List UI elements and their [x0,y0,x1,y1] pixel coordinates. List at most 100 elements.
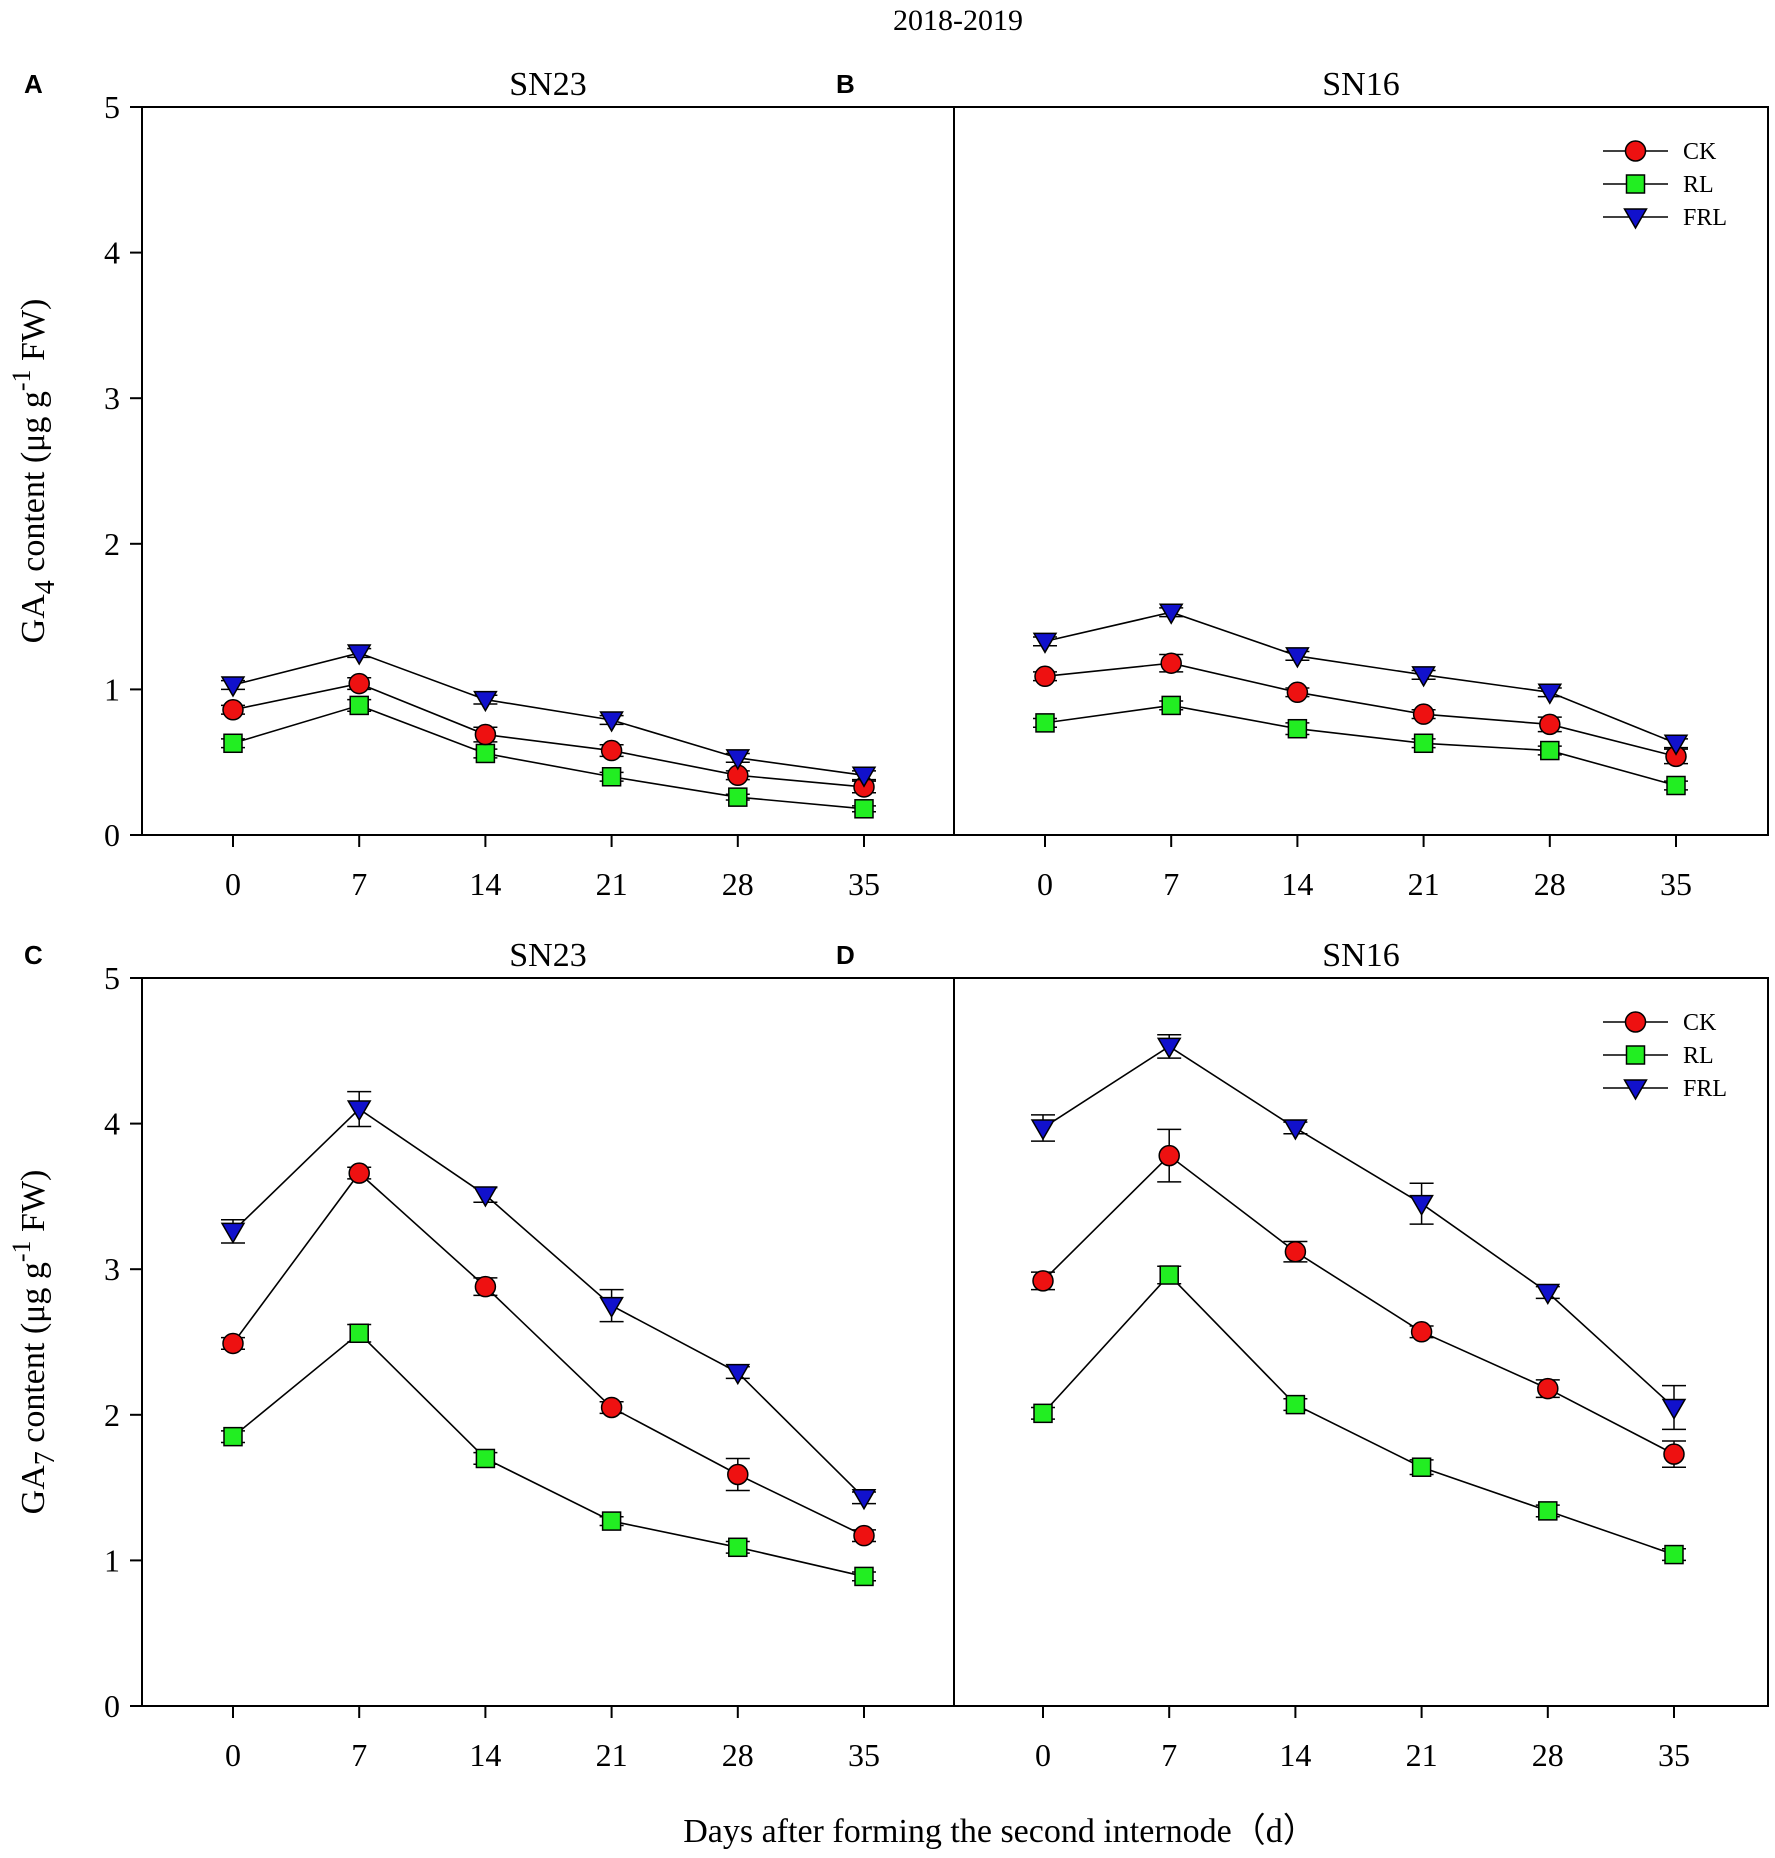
data-point-ck [1537,1377,1559,1400]
x-tick-label: 28 [1534,866,1566,902]
panel-letter: B [836,69,855,99]
data-point-rl [1287,718,1308,739]
data-point-ck [222,1332,244,1355]
x-tick-label: 21 [596,1737,628,1773]
y-label-sup: -1 [7,369,36,391]
legend-label: RL [1683,172,1714,198]
series-frl [220,1090,877,1511]
series-ck [1031,1128,1686,1468]
series-line [1044,611,1677,745]
x-tick-label: 0 [1037,866,1053,902]
data-point-frl [473,690,498,713]
data-point-rl [223,1426,243,1447]
panel-letter: C [24,940,43,970]
y-label-part: GA [15,594,52,644]
legend-label: FRL [1683,205,1727,231]
data-point-rl [349,1323,369,1344]
data-point-rl [475,1448,496,1469]
y-tick-label: 0 [104,817,120,853]
data-point-frl [1663,734,1689,756]
panel-letter: A [24,69,43,99]
data-point-ck [1032,1270,1054,1292]
data-point-rl [1664,1544,1684,1565]
data-point-rl [1413,733,1434,754]
series-line [1044,662,1677,758]
data-point-rl [1161,695,1181,716]
legend-marker-ck [1624,140,1647,162]
series-line [232,1171,865,1537]
series-ck [221,672,876,798]
data-point-rl [1033,1403,1053,1424]
x-tick-label: 7 [1163,866,1179,902]
data-point-frl [851,766,877,788]
y-tick-label: 5 [104,89,120,125]
plot-frame [953,977,1769,1707]
y-label-sup: -1 [7,1240,36,1262]
data-point-rl [601,767,622,787]
data-point-rl [728,1537,748,1558]
x-tick-label: 7 [1161,1737,1177,1773]
data-point-frl [1030,1119,1056,1141]
y-label-sub: 7 [30,1451,61,1465]
y-tick-label: 1 [104,1542,120,1578]
series-frl [1032,603,1689,756]
data-point-ck [474,1275,497,1298]
x-tick-label: 14 [469,1737,501,1773]
x-tick-label: 35 [848,866,880,902]
data-point-ck [853,1524,875,1547]
data-point-frl [473,1186,498,1208]
figure-title: 2018-2019 [893,4,1023,37]
x-tick-label: 21 [596,866,628,902]
series-rl [1031,1265,1686,1565]
x-tick-label: 21 [1408,866,1440,902]
data-point-ck [600,1396,623,1419]
series-frl [1030,1034,1687,1431]
data-point-rl [1035,713,1055,733]
data-point-frl [1285,647,1310,669]
y-tick-label: 2 [104,526,120,562]
data-point-rl [1159,1265,1179,1285]
data-point-rl [1666,775,1686,796]
data-point-ck [1286,681,1309,704]
data-point-frl [1032,632,1058,654]
legend-marker-rl [1625,174,1646,194]
legend-marker-ck [1624,1011,1647,1033]
x-tick-label: 0 [225,866,241,902]
y-label-part: content (μg g [15,1262,52,1451]
series-line [232,652,865,777]
series-line [1042,1045,1675,1409]
data-point-ck [348,672,370,695]
y-axis-label: GA4 content (μg g-1 FW) [7,299,61,644]
data-point-rl [728,787,748,807]
y-tick-label: 4 [104,1106,120,1142]
x-tick-label: 0 [1035,1737,1051,1773]
panel-title: SN16 [1322,66,1399,103]
plot-frame [141,977,955,1707]
data-point-frl [1411,666,1436,688]
x-tick-label: 35 [1660,866,1692,902]
data-point-rl [223,733,243,754]
legend-marker-rl [1625,1045,1646,1065]
data-point-frl [346,1100,372,1122]
x-tick-label: 21 [1406,1737,1438,1773]
plot-frame [141,106,955,836]
data-point-frl [725,749,751,771]
x-tick-label: 28 [722,1737,754,1773]
y-tick-label: 0 [104,1688,120,1724]
panel-title: SN23 [509,66,586,103]
data-point-ck [474,723,497,746]
data-point-ck [1539,713,1561,736]
legend: CK RL FRL [1603,1010,1727,1102]
data-point-rl [1411,1457,1432,1477]
y-label-part: GA [15,1465,52,1515]
data-point-frl [346,644,372,666]
panel-title: SN23 [509,937,586,974]
data-point-ck [1412,703,1435,725]
series-line [1042,1273,1675,1556]
data-point-rl [854,799,874,819]
legend-label: RL [1683,1043,1714,1069]
x-tick-label: 35 [1658,1737,1690,1773]
data-point-ck [1034,665,1056,688]
panel-d: D SN16 0 7 14 21 28 35 CK RL FRL [836,937,1769,1773]
